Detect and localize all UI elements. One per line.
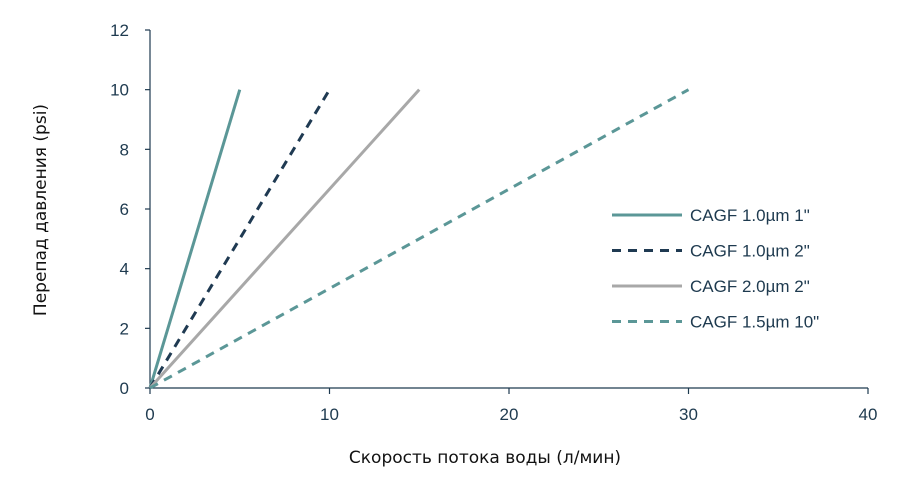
legend-label: CAGF 1.5µm 10"	[690, 313, 819, 332]
legend-label: CAGF 1.0µm 1"	[690, 206, 810, 225]
legend-label: CAGF 1.0µm 2"	[690, 242, 810, 261]
x-axis-title: Скорость потока воды (л/мин)	[349, 448, 621, 468]
y-tick-label: 0	[120, 379, 129, 398]
y-tick-label: 4	[120, 260, 129, 279]
y-tick-label: 8	[120, 140, 129, 159]
x-tick-label: 30	[679, 405, 698, 424]
y-tick-label: 12	[110, 21, 129, 40]
x-tick-label: 0	[145, 405, 154, 424]
legend-label: CAGF 2.0µm 2"	[690, 277, 810, 296]
x-tick-label: 10	[320, 405, 339, 424]
series-line	[148, 88, 421, 390]
y-tick-label: 10	[110, 81, 129, 100]
legend: CAGF 1.0µm 1" CAGF 1.0µm 2" CAGF 2.0µm 2" C…	[612, 206, 819, 332]
x-tick-label: 20	[500, 405, 519, 424]
y-axis-title: Перепад давления (psi)	[31, 104, 51, 316]
series-line	[149, 88, 690, 390]
axes: 0 2 4 6 8 10 12 0 10 20 30 40	[110, 21, 877, 424]
series-line	[148, 88, 331, 389]
y-tick-label: 6	[120, 200, 129, 219]
y-tick-label: 2	[120, 319, 129, 338]
x-tick-label: 40	[859, 405, 878, 424]
series-line	[148, 89, 242, 389]
series-group	[148, 88, 690, 390]
